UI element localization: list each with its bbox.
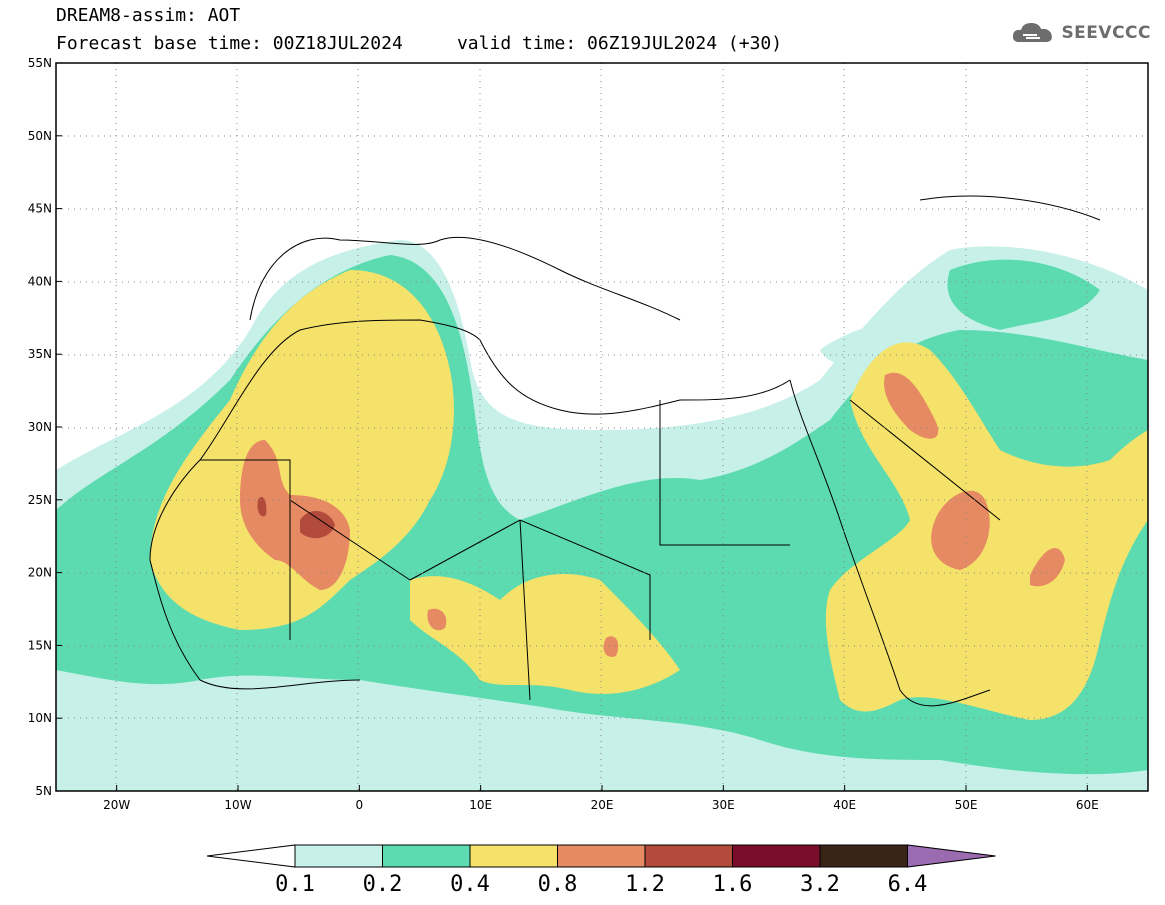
logo-text: SEEVCCC <box>1061 23 1151 43</box>
lon-tick-label: 60E <box>1076 798 1099 812</box>
colorbar-swatch <box>819 844 908 868</box>
aot-fields <box>56 240 1148 791</box>
latitude-axis: 55N 50N 45N 40N 35N 30N 25N 20N 15N 10N 5N <box>28 56 62 798</box>
colorbar-level-label: 6.4 <box>888 872 928 897</box>
lat-tick-label: 20N <box>28 566 52 580</box>
lat-tick-label: 25N <box>28 493 52 507</box>
lat-tick-label: 15N <box>28 638 52 652</box>
lat-tick-label: 50N <box>28 129 52 143</box>
colorbar-swatch <box>382 844 471 868</box>
lat-tick-label: 55N <box>28 56 52 70</box>
colorbar-over-arrow <box>907 844 996 868</box>
colorbar: 0.1 0.2 0.4 0.8 1.2 1.6 3.2 6.4 <box>206 844 996 897</box>
lat-tick-label: 5N <box>35 784 52 798</box>
coastlines <box>149 195 1101 707</box>
colorbar-swatch <box>732 844 821 868</box>
colorbar-level-label: 1.6 <box>713 872 753 897</box>
lon-tick-label: 10E <box>469 798 492 812</box>
colorbar-swatch <box>557 844 646 868</box>
seevccc-logo: SEEVCCC <box>1011 20 1151 46</box>
colorbar-swatch <box>644 844 733 868</box>
map-title: DREAM8-assim: AOT <box>56 5 241 26</box>
lat-tick-label: 45N <box>28 202 52 216</box>
forecast-time-line: Forecast base time: 00Z18JUL2024 valid t… <box>56 33 783 54</box>
lon-tick-label: 20E <box>591 798 614 812</box>
colorbar-level-label: 0.8 <box>538 872 578 897</box>
colorbar-level-label: 3.2 <box>800 872 840 897</box>
lon-tick-label: 20W <box>103 798 130 812</box>
lon-tick-label: 30E <box>712 798 735 812</box>
lat-tick-label: 35N <box>28 347 52 361</box>
cloud-icon <box>1013 23 1053 42</box>
lon-tick-label: 0 <box>356 798 364 812</box>
colorbar-level-label: 0.1 <box>275 872 315 897</box>
lat-tick-label: 30N <box>28 420 52 434</box>
graticule <box>56 63 1148 791</box>
colorbar-level-label: 0.4 <box>450 872 490 897</box>
colorbar-swatch <box>294 844 383 868</box>
lon-tick-label: 40E <box>833 798 856 812</box>
aot-band-0.8 <box>240 372 1065 657</box>
lon-tick-label: 10W <box>224 798 251 812</box>
colorbar-under-arrow <box>206 844 296 868</box>
lat-tick-label: 10N <box>28 711 52 725</box>
aot-band-1.2 <box>257 496 335 539</box>
lon-tick-label: 50E <box>955 798 978 812</box>
colorbar-level-label: 0.2 <box>363 872 403 897</box>
colorbar-swatch <box>469 844 558 868</box>
colorbar-level-label: 1.2 <box>625 872 665 897</box>
longitude-axis: 20W 10W 0 10E 20E 30E 40E 50E 60E <box>103 785 1099 812</box>
lat-tick-label: 40N <box>28 274 52 288</box>
